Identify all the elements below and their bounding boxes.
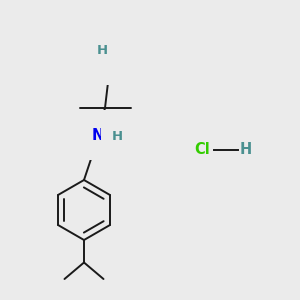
Text: O: O — [106, 52, 119, 68]
Text: N: N — [91, 128, 104, 142]
Text: H: H — [240, 142, 252, 158]
Text: Cl: Cl — [195, 142, 210, 158]
Text: H: H — [111, 130, 123, 143]
Text: H: H — [97, 44, 108, 57]
